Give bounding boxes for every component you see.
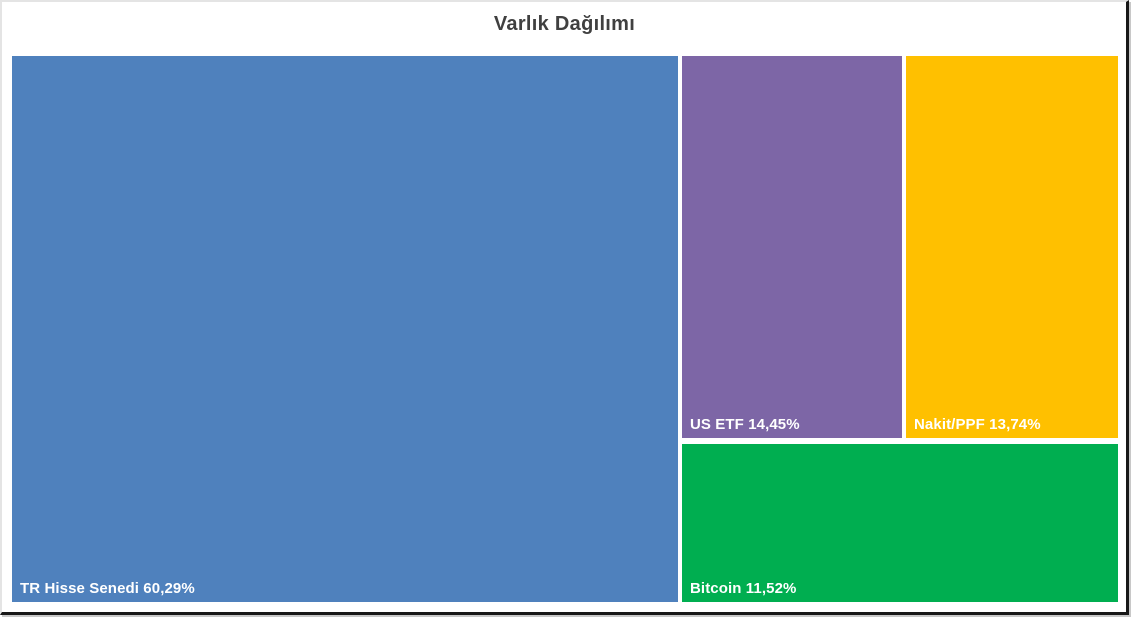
tile-label-bitcoin: Bitcoin 11,52%: [690, 580, 797, 597]
tile-label-us-etf: US ETF 14,45%: [690, 416, 800, 433]
treemap-tile-nakit-ppf[interactable]: Nakit/PPF 13,74%: [906, 56, 1118, 438]
treemap-tile-bitcoin[interactable]: Bitcoin 11,52%: [682, 444, 1118, 602]
treemap-tile-us-etf[interactable]: US ETF 14,45%: [682, 56, 902, 438]
tile-label-tr-hisse-senedi: TR Hisse Senedi 60,29%: [20, 580, 195, 597]
tile-label-nakit-ppf: Nakit/PPF 13,74%: [914, 416, 1041, 433]
treemap-tile-tr-hisse-senedi[interactable]: TR Hisse Senedi 60,29%: [12, 56, 678, 602]
chart-title: Varlık Dağılımı: [493, 13, 636, 35]
